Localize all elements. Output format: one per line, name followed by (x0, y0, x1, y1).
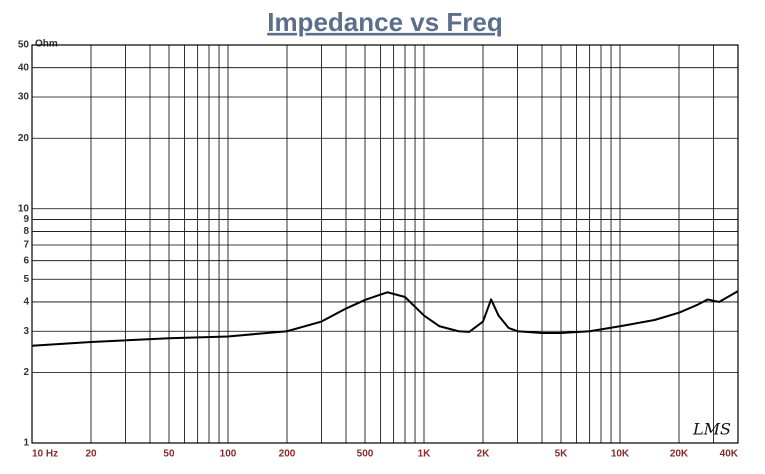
y-tick-label: 6 (23, 255, 29, 266)
plot-border (31, 44, 739, 444)
x-tick-label: 10 Hz (32, 449, 58, 460)
x-tick-label: 500 (357, 449, 374, 460)
y-tick-label: 30 (18, 92, 30, 103)
y-tick-label: 1 (23, 438, 29, 449)
x-tick-label: 5K (555, 449, 569, 460)
x-tick-label: 200 (279, 449, 296, 460)
impedance-line (31, 290, 739, 347)
y-tick-label: 20 (18, 133, 30, 144)
y-tick-label: 4 (23, 297, 29, 308)
y-tick-label: 50 (18, 40, 30, 51)
y-tick-label: 3 (23, 326, 29, 337)
x-tick-label: 2K (477, 449, 491, 460)
y-tick-label: 2 (23, 367, 29, 378)
x-tick-label: 1K (418, 449, 432, 460)
y-tick-label: 9 (23, 214, 29, 225)
y-axis-label: Ohm (35, 39, 58, 50)
y-tick-label: 10 (18, 203, 30, 214)
chart-title: Impedance vs Freq (267, 7, 503, 37)
y-tick-label: 5 (23, 274, 29, 285)
x-tick-label: 10K (611, 449, 630, 460)
y-tick-label: 8 (23, 226, 29, 237)
x-tick-label: 20 (85, 449, 97, 460)
x-tick-label: 50 (163, 449, 175, 460)
logo: LMS (692, 420, 731, 439)
x-tick-label: 100 (220, 449, 237, 460)
x-tick-label: 20K (670, 449, 689, 460)
y-tick-label: 40 (18, 62, 30, 73)
y-tick-label: 7 (23, 240, 29, 251)
x-tick-label: 40K (720, 449, 739, 460)
